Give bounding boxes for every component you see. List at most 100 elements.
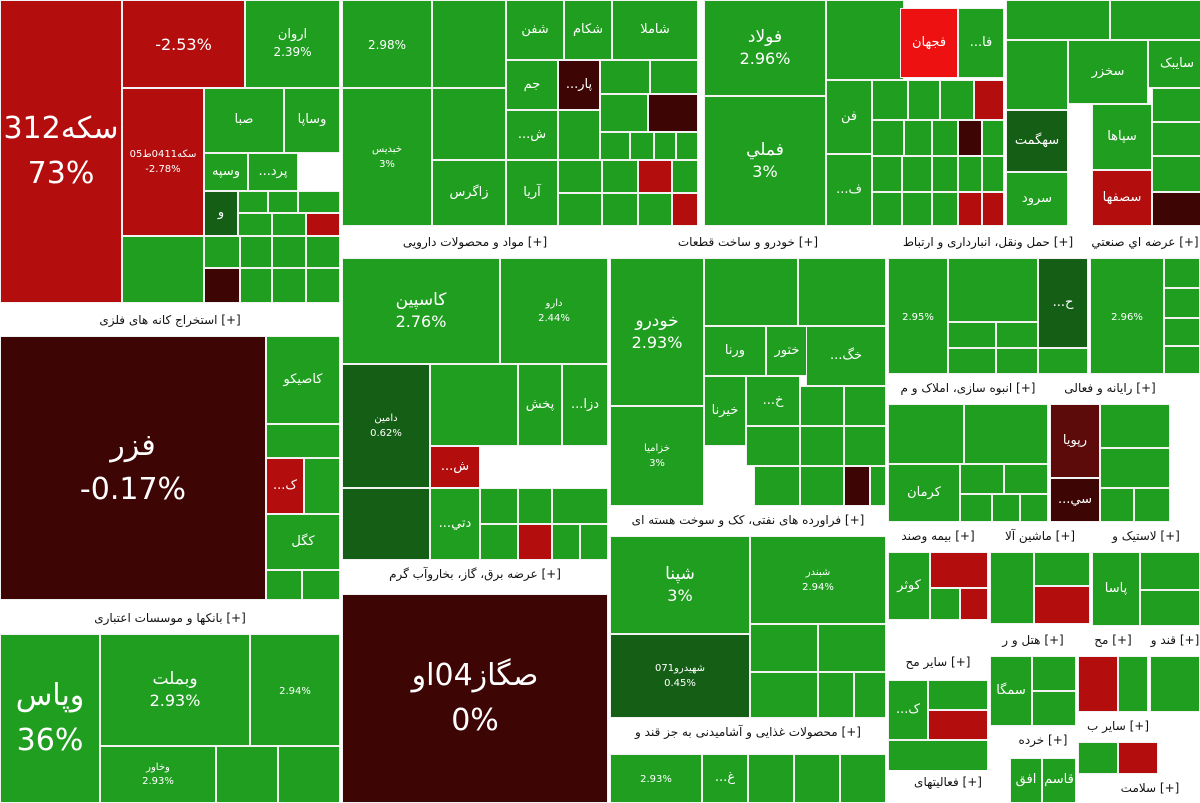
stock-tile[interactable] — [932, 156, 958, 192]
sector-header[interactable]: [+] خودرو و ساخت قطعات — [677, 235, 819, 249]
stock-tile[interactable] — [1006, 40, 1068, 110]
stock-tile[interactable]: زاگرس — [432, 160, 506, 226]
stock-tile[interactable] — [800, 386, 844, 426]
sector-header[interactable]: [+] حمل ونقل، انبارداری و ارتباط — [902, 235, 1074, 249]
stock-tile[interactable] — [872, 80, 908, 120]
stock-tile[interactable]: شفن — [506, 0, 564, 60]
stock-tile[interactable] — [704, 258, 798, 326]
stock-tile[interactable]: فجهان — [900, 8, 958, 78]
stock-tile[interactable]: کرمان — [888, 464, 960, 522]
stock-tile[interactable]: وخاور 2.93% — [100, 746, 216, 803]
stock-tile[interactable] — [648, 94, 698, 132]
sector-header[interactable]: [+] استخراج کانه های فلزی — [99, 313, 241, 327]
stock-tile[interactable] — [908, 80, 940, 120]
stock-tile[interactable] — [342, 488, 430, 560]
stock-tile[interactable]: کاسپین 2.76% — [342, 258, 500, 364]
stock-tile[interactable]: جم — [506, 60, 558, 110]
stock-tile[interactable]: آریا — [506, 160, 558, 226]
stock-tile[interactable]: کوثر — [888, 552, 930, 620]
stock-tile[interactable] — [672, 160, 698, 193]
stock-tile[interactable]: دزا... — [562, 364, 608, 446]
sector-header[interactable]: [+] فراورده های نفتی، کک و سوخت هسته ای — [631, 513, 865, 527]
stock-tile[interactable] — [1078, 742, 1118, 774]
stock-tile[interactable] — [240, 236, 272, 268]
stock-tile[interactable] — [948, 348, 996, 374]
stock-tile[interactable] — [750, 624, 818, 672]
stock-tile[interactable]: فملي 3% — [704, 96, 826, 226]
stock-tile[interactable] — [238, 191, 268, 213]
stock-tile[interactable]: اروان 2.39% — [245, 0, 340, 88]
sector-header[interactable]: [+] انبوه سازی، املاک و م — [900, 381, 1036, 395]
stock-tile[interactable] — [216, 746, 278, 803]
stock-tile[interactable] — [982, 192, 1004, 226]
stock-tile[interactable] — [1032, 656, 1076, 691]
sector-header[interactable]: [+] سلامت — [1120, 781, 1180, 795]
stock-tile[interactable] — [676, 132, 698, 160]
stock-tile[interactable]: شبندر 2.94% — [750, 536, 886, 624]
stock-tile[interactable]: ح... — [1038, 258, 1088, 348]
stock-tile[interactable] — [272, 213, 306, 236]
stock-tile[interactable]: ک... — [888, 680, 928, 740]
stock-tile[interactable]: ف... — [826, 154, 872, 226]
stock-tile[interactable] — [844, 466, 870, 506]
stock-tile[interactable] — [1100, 488, 1134, 522]
stock-tile[interactable] — [240, 268, 272, 303]
stock-tile[interactable]: -2.53% — [122, 0, 245, 88]
stock-tile[interactable]: 2.93% — [610, 754, 702, 803]
stock-tile[interactable]: سمگا — [990, 656, 1032, 726]
stock-tile[interactable]: وبملت 2.93% — [100, 634, 250, 746]
stock-tile[interactable]: شاملا — [612, 0, 698, 60]
stock-tile[interactable]: شپنا 3% — [610, 536, 750, 634]
sector-header[interactable]: [+] مح — [1094, 633, 1132, 647]
stock-tile[interactable] — [1034, 586, 1090, 624]
stock-tile[interactable]: سي... — [1050, 478, 1100, 522]
stock-tile[interactable] — [1164, 346, 1200, 374]
stock-tile[interactable] — [902, 156, 932, 192]
stock-tile[interactable] — [552, 488, 608, 524]
stock-tile[interactable] — [928, 710, 988, 740]
sector-header[interactable]: [+] فعالیتهای — [914, 775, 982, 789]
stock-tile[interactable] — [932, 120, 958, 156]
stock-tile[interactable] — [930, 588, 960, 620]
stock-tile[interactable] — [798, 258, 886, 326]
stock-tile[interactable] — [600, 94, 648, 132]
stock-tile[interactable] — [580, 524, 608, 560]
stock-tile[interactable]: پار... — [558, 60, 600, 110]
stock-tile[interactable] — [982, 120, 1004, 156]
stock-tile[interactable]: کاصیکو — [266, 336, 340, 424]
sector-header[interactable]: [+] خرده — [1018, 733, 1068, 747]
stock-tile[interactable] — [1118, 742, 1158, 774]
stock-tile[interactable] — [266, 424, 340, 458]
stock-tile[interactable] — [1034, 552, 1090, 586]
stock-tile[interactable]: شکام — [564, 0, 612, 60]
stock-tile[interactable] — [602, 193, 638, 226]
stock-tile[interactable] — [750, 672, 818, 718]
stock-tile[interactable] — [872, 156, 902, 192]
stock-tile[interactable] — [990, 552, 1034, 624]
stock-tile[interactable]: ختور — [766, 326, 808, 376]
stock-tile[interactable]: سصفها — [1092, 170, 1152, 226]
stock-tile[interactable] — [1110, 0, 1200, 40]
stock-tile[interactable] — [552, 524, 580, 560]
stock-tile[interactable]: پخش — [518, 364, 562, 446]
stock-tile[interactable] — [904, 120, 932, 156]
stock-tile[interactable] — [964, 404, 1048, 464]
sector-header[interactable]: [+] عرضه برق، گاز، بخاروآب گرم — [389, 567, 561, 581]
stock-tile[interactable] — [1032, 691, 1076, 726]
stock-tile[interactable] — [800, 466, 844, 506]
stock-tile[interactable] — [238, 213, 272, 236]
stock-tile[interactable]: سرود — [1006, 172, 1068, 226]
stock-tile[interactable]: رپویا — [1050, 404, 1100, 478]
stock-tile[interactable] — [298, 191, 340, 213]
stock-tile[interactable] — [1006, 0, 1110, 40]
sector-header[interactable]: [+] محصولات غذایی و آشامیدنی به جز قند و — [635, 725, 861, 739]
stock-tile[interactable]: قاسم — [1042, 758, 1076, 803]
stock-tile[interactable]: ش... — [506, 110, 558, 160]
stock-tile[interactable] — [1150, 656, 1200, 712]
stock-tile[interactable] — [958, 192, 982, 226]
stock-tile[interactable]: غ... — [702, 754, 748, 803]
stock-tile[interactable] — [558, 110, 600, 160]
stock-tile[interactable] — [854, 672, 886, 718]
stock-tile[interactable] — [602, 160, 638, 193]
stock-tile[interactable] — [672, 193, 698, 226]
